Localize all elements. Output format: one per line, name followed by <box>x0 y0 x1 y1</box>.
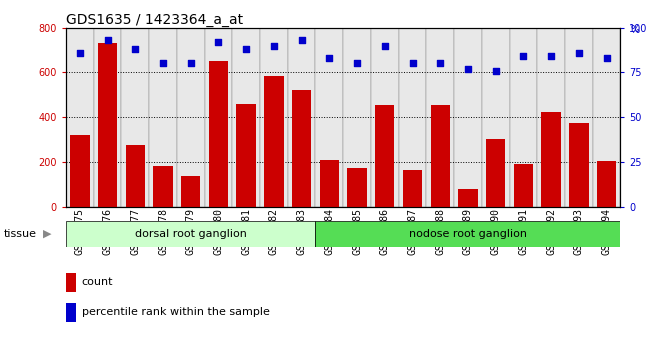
Point <box>296 37 307 43</box>
Bar <box>426 28 454 207</box>
Bar <box>430 105 450 207</box>
Bar <box>458 189 478 207</box>
Bar <box>513 164 533 207</box>
Point <box>130 46 141 52</box>
Bar <box>232 28 260 207</box>
Bar <box>70 135 90 207</box>
Text: ▶: ▶ <box>44 229 51 239</box>
Bar <box>347 168 367 207</box>
Bar <box>66 28 94 207</box>
Bar <box>593 28 620 207</box>
Bar <box>482 28 510 207</box>
Bar <box>125 145 145 207</box>
Bar <box>347 168 367 207</box>
Point <box>213 39 224 45</box>
Bar <box>430 105 450 207</box>
Point <box>407 61 418 66</box>
Bar <box>375 105 395 207</box>
Bar <box>153 166 173 207</box>
Text: percentile rank within the sample: percentile rank within the sample <box>82 307 269 317</box>
Bar <box>98 43 117 207</box>
Bar <box>371 28 399 207</box>
Bar <box>541 112 561 207</box>
Bar <box>569 123 589 207</box>
Text: GDS1635 / 1423364_a_at: GDS1635 / 1423364_a_at <box>66 12 243 27</box>
Bar <box>319 160 339 207</box>
Bar <box>66 273 76 292</box>
Point <box>574 50 584 56</box>
Point <box>75 50 85 56</box>
Point <box>352 61 362 66</box>
Bar <box>597 161 616 207</box>
Bar <box>177 28 205 207</box>
Bar <box>121 28 149 207</box>
Point <box>463 66 473 72</box>
Bar <box>264 76 284 207</box>
Bar <box>70 135 90 207</box>
Text: %: % <box>630 26 640 35</box>
Point <box>185 61 196 66</box>
Bar <box>403 170 422 207</box>
Point <box>324 55 335 61</box>
Bar <box>537 28 565 207</box>
Bar <box>209 61 228 207</box>
Text: tissue: tissue <box>3 229 36 239</box>
Bar <box>209 61 228 207</box>
Bar <box>315 28 343 207</box>
Point <box>490 68 501 73</box>
Bar <box>403 170 422 207</box>
Bar <box>153 166 173 207</box>
Point <box>269 43 279 48</box>
Point <box>158 61 168 66</box>
Bar <box>66 303 76 322</box>
Point <box>241 46 251 52</box>
Bar <box>292 90 312 207</box>
Point <box>518 53 529 59</box>
Text: count: count <box>82 277 113 287</box>
Bar <box>94 28 121 207</box>
Point <box>435 61 446 66</box>
Bar <box>541 112 561 207</box>
Bar <box>510 28 537 207</box>
Bar <box>236 104 256 207</box>
Bar <box>375 105 395 207</box>
Bar <box>597 161 616 207</box>
Bar <box>319 160 339 207</box>
Text: dorsal root ganglion: dorsal root ganglion <box>135 229 247 239</box>
Bar <box>125 145 145 207</box>
Bar <box>260 28 288 207</box>
Bar <box>454 28 482 207</box>
Bar <box>486 139 506 207</box>
Point <box>546 53 556 59</box>
Bar <box>513 164 533 207</box>
Point <box>102 37 113 43</box>
Bar <box>98 43 117 207</box>
Bar <box>292 90 312 207</box>
Bar <box>486 139 506 207</box>
Bar <box>205 28 232 207</box>
Bar <box>181 176 201 207</box>
Bar <box>236 104 256 207</box>
Bar <box>399 28 426 207</box>
Bar <box>458 189 478 207</box>
Bar <box>315 221 620 247</box>
Point <box>601 55 612 61</box>
Bar <box>288 28 315 207</box>
Bar <box>343 28 371 207</box>
Point <box>379 43 390 48</box>
Bar <box>181 176 201 207</box>
Bar <box>264 76 284 207</box>
Bar <box>149 28 177 207</box>
Text: nodose root ganglion: nodose root ganglion <box>409 229 527 239</box>
Bar <box>66 221 315 247</box>
Bar <box>569 123 589 207</box>
Bar <box>565 28 593 207</box>
